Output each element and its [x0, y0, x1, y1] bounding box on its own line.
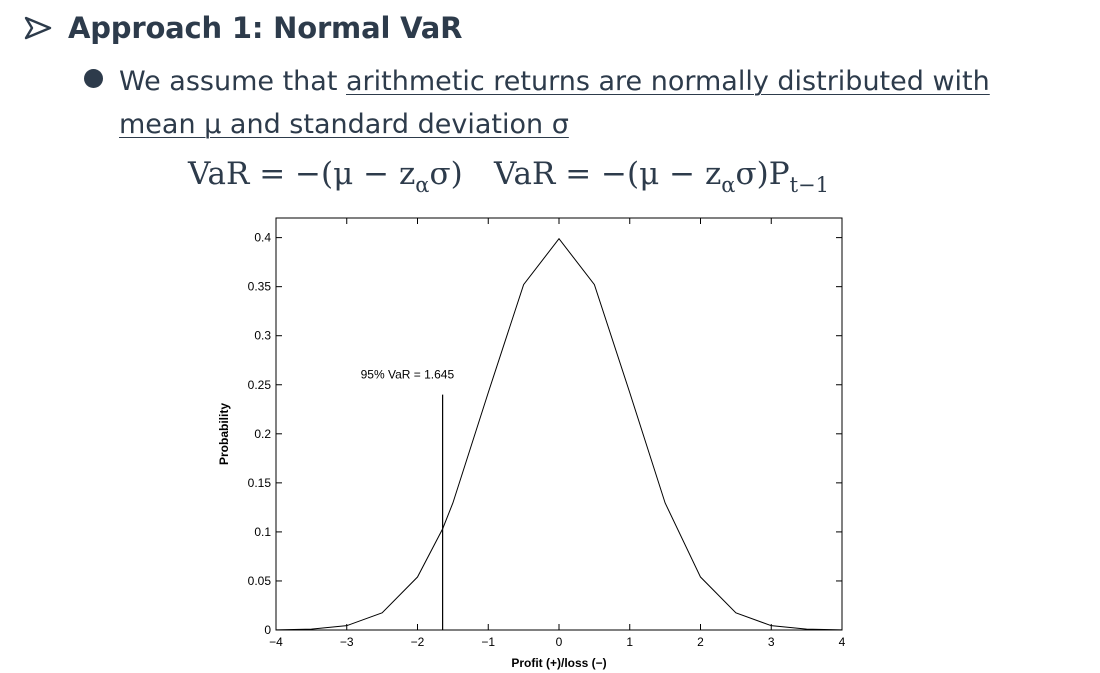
x-tick-label: −1	[481, 635, 495, 649]
var-formula: VaR = −(μ − zασ)	[188, 156, 463, 197]
y-tick-label: 0.3	[254, 329, 271, 343]
var-annotation: 95% VaR = 1.645	[361, 368, 455, 382]
tick-labels: −4 −3 −2 −1 0 1 2 3 4 0 0.05 0.1 0.15 0.2 0.25 0.3 0.35 0…	[248, 231, 846, 649]
slide-title: Approach 1: Normal VaR	[68, 11, 463, 45]
x-tick-label: −3	[340, 635, 354, 649]
x-tick-label: 0	[556, 635, 563, 649]
formula-rhs: σ)	[429, 156, 463, 192]
y-tick-label: 0.15	[248, 476, 272, 490]
x-tick-label: 3	[768, 635, 775, 649]
slide-heading: Approach 1: Normal VaR	[24, 8, 462, 48]
axis-ticks	[275, 218, 843, 631]
formula-time-subscript: t−1	[789, 173, 829, 197]
x-tick-label: −2	[411, 635, 425, 649]
bullet-text-prefix: We assume that	[119, 66, 347, 97]
x-tick-label: 2	[697, 635, 704, 649]
y-tick-label: 0.35	[248, 280, 272, 294]
x-tick-label: −4	[269, 635, 283, 649]
x-tick-label: 4	[839, 635, 846, 649]
y-tick-label: 0.4	[254, 231, 271, 245]
bullet-text: We assume that arithmetic returns are no…	[119, 60, 1064, 146]
y-tick-label: 0.25	[248, 378, 272, 392]
bullet-text-underlined: arithmetic returns are normally distribu…	[119, 66, 990, 140]
x-tick-label: 1	[626, 635, 633, 649]
y-tick-label: 0.1	[254, 525, 271, 539]
formula-lhs: VaR = −(μ − z	[494, 156, 722, 192]
x-axis-title: Profit (+)/loss (−)	[511, 656, 606, 670]
y-tick-label: 0.05	[248, 574, 272, 588]
formula-alpha-subscript: α	[415, 173, 430, 197]
plot-frame	[275, 217, 843, 631]
round-bullet-icon	[84, 69, 103, 88]
arrow-bullet-icon	[24, 16, 52, 40]
y-axis-title: Probability	[217, 403, 231, 465]
var-price-formula: VaR = −(μ − zασ)Pt−1	[494, 156, 829, 197]
formula-lhs: VaR = −(μ − z	[188, 156, 416, 192]
y-tick-label: 0.2	[254, 427, 271, 441]
y-tick-label: 0	[264, 623, 271, 637]
formula-rhs: σ)P	[735, 156, 790, 192]
formula-alpha-subscript: α	[721, 173, 736, 197]
density-curve	[275, 237, 843, 631]
